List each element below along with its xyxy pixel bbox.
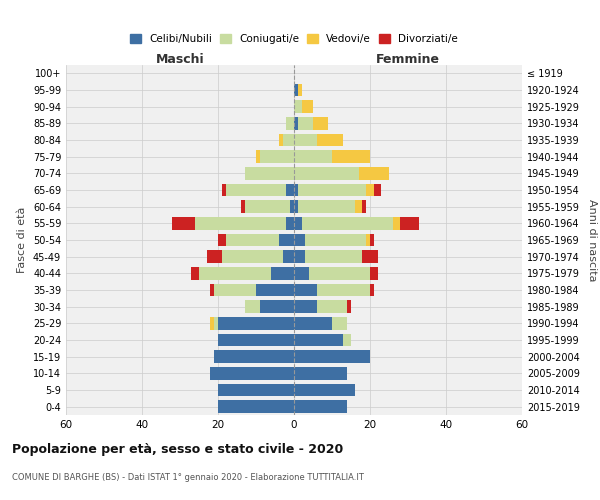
Text: Femmine: Femmine xyxy=(376,53,440,66)
Bar xyxy=(305,250,362,263)
Bar xyxy=(294,200,298,213)
Bar xyxy=(214,350,294,363)
Bar xyxy=(370,284,374,296)
Bar xyxy=(343,334,351,346)
Text: Maschi: Maschi xyxy=(155,53,205,66)
Bar xyxy=(393,217,400,230)
Bar xyxy=(214,317,218,330)
Bar xyxy=(256,284,294,296)
Bar xyxy=(226,184,286,196)
Bar xyxy=(317,284,370,296)
Bar xyxy=(294,234,305,246)
Bar xyxy=(283,134,294,146)
Bar xyxy=(294,184,298,196)
Bar xyxy=(271,267,294,280)
Bar xyxy=(214,284,256,296)
Bar xyxy=(294,150,332,163)
Bar xyxy=(317,300,347,313)
Bar xyxy=(298,184,366,196)
Bar xyxy=(260,300,294,313)
Bar xyxy=(366,234,370,246)
Bar xyxy=(222,250,283,263)
Bar xyxy=(260,150,294,163)
Bar xyxy=(359,167,389,179)
Bar xyxy=(294,267,309,280)
Bar xyxy=(218,400,294,413)
Bar xyxy=(294,217,302,230)
Bar xyxy=(298,84,302,96)
Text: COMUNE DI BARGHE (BS) - Dati ISTAT 1° gennaio 2020 - Elaborazione TUTTITALIA.IT: COMUNE DI BARGHE (BS) - Dati ISTAT 1° ge… xyxy=(12,472,364,482)
Bar xyxy=(245,167,294,179)
Bar xyxy=(294,350,370,363)
Bar xyxy=(245,200,290,213)
Bar xyxy=(294,134,317,146)
Bar xyxy=(211,284,214,296)
Bar xyxy=(366,184,374,196)
Bar xyxy=(241,200,245,213)
Bar xyxy=(294,367,347,380)
Bar xyxy=(362,250,377,263)
Bar xyxy=(286,117,294,130)
Bar xyxy=(355,200,362,213)
Bar xyxy=(286,217,294,230)
Bar xyxy=(332,150,370,163)
Bar xyxy=(294,284,317,296)
Bar xyxy=(298,117,313,130)
Bar xyxy=(370,234,374,246)
Bar xyxy=(362,200,366,213)
Bar xyxy=(302,217,393,230)
Bar xyxy=(294,300,317,313)
Bar xyxy=(313,117,328,130)
Bar xyxy=(218,384,294,396)
Bar xyxy=(279,134,283,146)
Legend: Celibi/Nubili, Coniugati/e, Vedovi/e, Divorziati/e: Celibi/Nubili, Coniugati/e, Vedovi/e, Di… xyxy=(126,30,462,48)
Bar xyxy=(283,250,294,263)
Bar xyxy=(191,267,199,280)
Bar xyxy=(294,384,355,396)
Bar xyxy=(294,167,359,179)
Bar xyxy=(309,267,370,280)
Bar xyxy=(199,267,271,280)
Bar xyxy=(218,334,294,346)
Bar xyxy=(256,150,260,163)
Bar xyxy=(211,367,294,380)
Bar xyxy=(226,234,279,246)
Bar xyxy=(279,234,294,246)
Bar xyxy=(294,100,302,113)
Bar xyxy=(294,400,347,413)
Bar xyxy=(347,300,351,313)
Bar xyxy=(294,250,305,263)
Bar xyxy=(294,334,343,346)
Bar xyxy=(245,300,260,313)
Bar xyxy=(400,217,419,230)
Bar xyxy=(294,117,298,130)
Bar xyxy=(302,100,313,113)
Bar xyxy=(218,234,226,246)
Bar xyxy=(206,250,222,263)
Bar xyxy=(290,200,294,213)
Bar xyxy=(195,217,286,230)
Bar xyxy=(172,217,195,230)
Bar xyxy=(374,184,382,196)
Bar xyxy=(286,184,294,196)
Bar xyxy=(298,200,355,213)
Y-axis label: Fasce di età: Fasce di età xyxy=(17,207,27,273)
Bar xyxy=(222,184,226,196)
Bar xyxy=(305,234,366,246)
Text: Popolazione per età, sesso e stato civile - 2020: Popolazione per età, sesso e stato civil… xyxy=(12,442,343,456)
Bar xyxy=(218,317,294,330)
Y-axis label: Anni di nascita: Anni di nascita xyxy=(587,198,596,281)
Bar xyxy=(294,317,332,330)
Bar xyxy=(317,134,343,146)
Bar xyxy=(332,317,347,330)
Bar xyxy=(211,317,214,330)
Bar xyxy=(294,84,298,96)
Bar xyxy=(370,267,377,280)
